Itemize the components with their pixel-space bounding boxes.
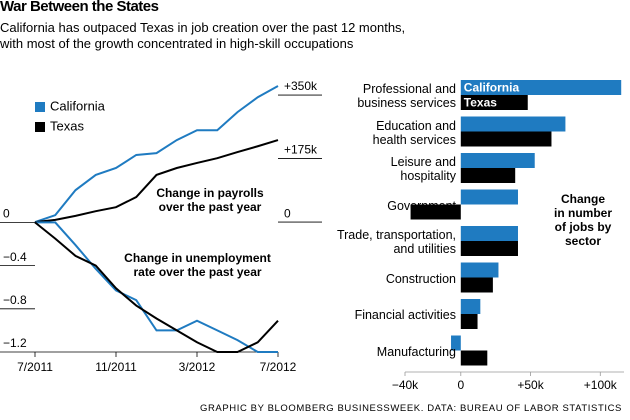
annotation: Change in payrolls over the past year	[156, 186, 264, 214]
legend-label: Texas	[50, 118, 84, 133]
category-label: Trade, transportation, and utilities	[336, 228, 456, 257]
y2-tick-label: +175k	[284, 143, 318, 157]
x-tick-label: 7/2011	[17, 360, 53, 374]
y-tick-label: −1.2	[3, 336, 27, 350]
y-tick-label: −0.8	[3, 293, 27, 307]
category-label: Leisure and hospitality	[390, 155, 456, 184]
category-label: Construction	[385, 271, 456, 286]
bar	[460, 277, 493, 293]
bar	[460, 226, 518, 241]
legend-swatch	[35, 122, 45, 132]
x-tick-label: +100k	[584, 378, 618, 392]
line	[34, 85, 279, 224]
bar	[410, 204, 461, 220]
legend-swatch	[35, 102, 45, 112]
bar	[451, 335, 461, 351]
title: War Between the States	[0, 0, 159, 15]
bar	[460, 116, 566, 132]
x-tick-label: 11/2011	[95, 360, 137, 374]
bar	[460, 95, 528, 110]
source: GRAPHIC BY BLOOMBERG BUSINESSWEEK. DATA:…	[199, 403, 622, 414]
annotation: Change in unemployment rate over the pas…	[124, 251, 271, 279]
x-tick-label: −40k	[392, 378, 419, 392]
bar	[460, 80, 622, 95]
x-tick-label: 3/2012	[179, 360, 216, 374]
bar	[460, 299, 481, 314]
legend-label: California	[50, 98, 106, 113]
bar	[460, 189, 518, 205]
x-tick-label: +50k	[517, 378, 544, 392]
y2-tick-label: 0	[284, 206, 291, 220]
legend-label: Texas	[464, 96, 497, 110]
category-label: Government	[387, 198, 456, 213]
subtitle: California has outpaced Texas in job cre…	[0, 20, 406, 51]
y-tick-label: −0.4	[3, 250, 27, 264]
legend-label: California	[464, 81, 520, 95]
bar	[460, 314, 478, 329]
category-label: Manufacturing	[376, 344, 456, 359]
annotation: Change in number of jobs by sector	[553, 192, 612, 248]
bar	[460, 241, 518, 256]
category-label: Education and health services	[372, 118, 456, 147]
bar	[460, 131, 552, 147]
line	[35, 221, 278, 353]
bar	[460, 350, 488, 366]
line	[34, 139, 279, 224]
category-label: Financial activities	[354, 308, 456, 323]
x-tick-label: 7/2012	[260, 360, 297, 374]
line	[34, 221, 279, 353]
bar	[460, 153, 535, 168]
y-tick-label: 0	[3, 207, 10, 221]
category-label: Professional and business services	[357, 82, 456, 111]
y2-tick-label: +350k	[284, 79, 318, 93]
bar	[460, 168, 516, 183]
bar	[460, 262, 499, 278]
x-tick-label: 0	[457, 378, 464, 392]
